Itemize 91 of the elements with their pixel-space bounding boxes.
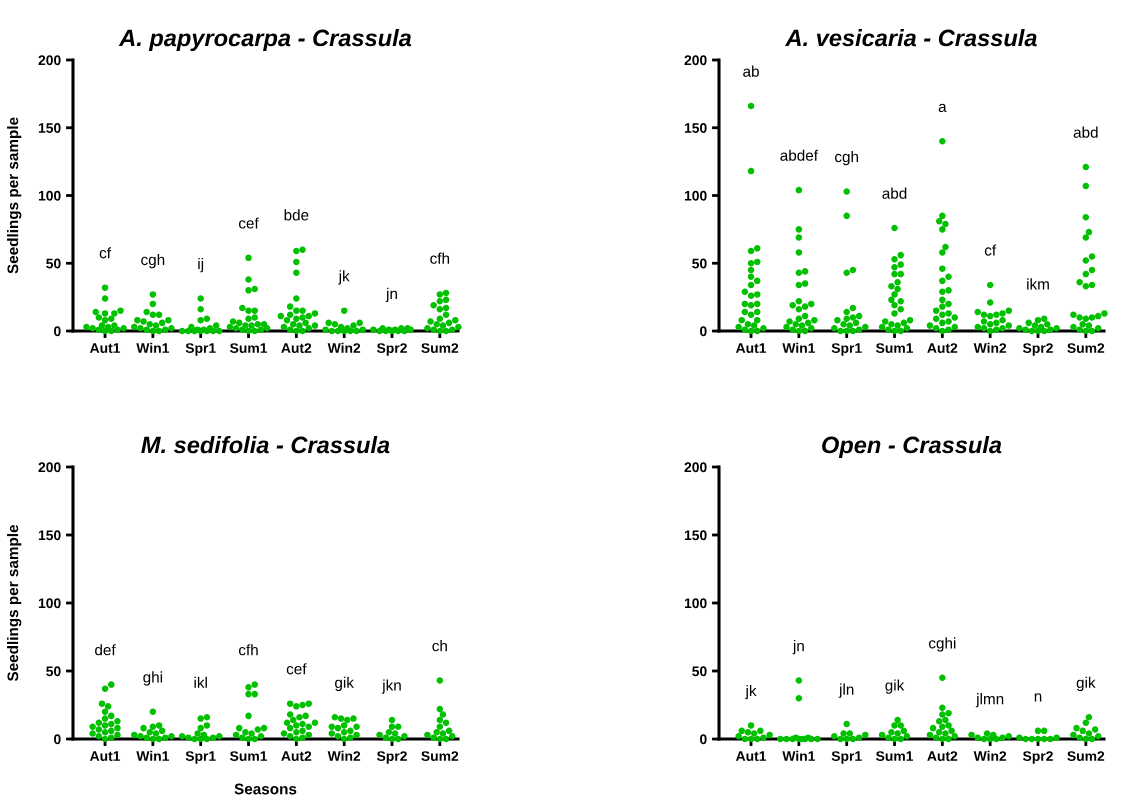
- x-tick-label: Aut2: [281, 751, 312, 762]
- x-tick-label: Win1: [136, 342, 170, 353]
- y-tick-label: 150: [38, 530, 61, 541]
- y-tick-label: 150: [684, 530, 707, 541]
- annotation: ikl: [194, 676, 207, 688]
- annotation: cgh: [141, 253, 165, 269]
- annotation: cfh: [238, 644, 258, 656]
- annotation: cghi: [928, 637, 956, 652]
- annotation: jkn: [381, 679, 401, 694]
- annotation: abd: [1073, 126, 1098, 138]
- x-tick-label: Aut1: [89, 343, 121, 354]
- annotation: abd: [882, 187, 907, 199]
- x-tick-label: Aut1: [89, 751, 121, 762]
- y-tick-label: 0: [700, 326, 707, 337]
- annotation: ghi: [143, 671, 163, 686]
- annotation: ab: [743, 65, 759, 77]
- y-tick-label: 200: [38, 462, 61, 473]
- y-tick-label: 200: [38, 55, 61, 66]
- y-tick-label: 50: [46, 258, 61, 269]
- y-tick-label: 0: [54, 326, 61, 337]
- annotation: gik: [1076, 676, 1096, 692]
- y-tick-label: 150: [684, 123, 707, 133]
- x-tick-label: Win1: [782, 342, 816, 353]
- annotation: a: [938, 103, 947, 113]
- y-tick-label: 200: [684, 55, 707, 66]
- x-tick-label: Win1: [136, 750, 170, 761]
- x-tick-label: Win2: [327, 342, 361, 353]
- annotation: gik: [885, 679, 905, 694]
- y-tick-label: 100: [684, 190, 707, 201]
- x-tick-label: Spr1: [185, 343, 216, 356]
- x-tick-label: Aut1: [735, 343, 767, 354]
- y-tick-label: 0: [700, 734, 707, 745]
- x-tick-label: Spr2: [1022, 751, 1053, 764]
- annotation: ikm: [1027, 278, 1049, 290]
- annotation: cef: [238, 217, 259, 229]
- x-tick-label: Spr2: [376, 751, 407, 764]
- annotation: jln: [838, 683, 854, 698]
- annotation: jk: [745, 684, 757, 700]
- chart-title: A. vesicaria - Crassula: [785, 29, 1037, 47]
- annotation: jlmn: [975, 693, 1004, 708]
- x-tick-label: Sum1: [876, 343, 914, 354]
- y-tick-label: 100: [38, 190, 61, 201]
- chart-title: A. papyrocarpa - Crassula: [118, 29, 412, 52]
- x-tick-label: Win2: [327, 750, 361, 761]
- x-axis-title: Seasons: [234, 783, 297, 795]
- annotation: cf: [99, 247, 112, 259]
- y-tick-label: 100: [684, 598, 707, 609]
- x-tick-label: Aut2: [281, 343, 312, 354]
- chart-title: M. sedifolia - Crassula: [141, 436, 390, 454]
- annotation: def: [95, 644, 116, 656]
- y-tick-label: 50: [692, 258, 707, 269]
- annotation: gik: [335, 676, 354, 692]
- x-tick-label: Spr2: [1022, 343, 1053, 356]
- y-tick-label: 0: [54, 734, 61, 745]
- x-tick-label: Sum2: [1067, 343, 1105, 354]
- annotation: cef: [286, 663, 307, 675]
- annotation: jn: [792, 640, 804, 655]
- annotation: cf: [984, 244, 997, 256]
- x-tick-label: Sum1: [230, 343, 268, 354]
- x-tick-label: Spr1: [185, 751, 216, 764]
- y-tick-label: 50: [692, 666, 707, 677]
- x-tick-label: Sum2: [421, 343, 459, 354]
- x-tick-label: Aut2: [927, 343, 958, 354]
- y-tick-label: 50: [46, 666, 61, 677]
- x-tick-label: Win2: [973, 750, 1007, 761]
- annotation: ch: [432, 640, 447, 652]
- x-tick-label: Win2: [973, 342, 1007, 353]
- y-tick-label: 100: [38, 598, 61, 609]
- x-tick-label: Spr1: [831, 751, 862, 764]
- annotation: cfh: [430, 252, 450, 264]
- annotation: bde: [284, 209, 309, 221]
- x-tick-label: Spr2: [376, 343, 407, 356]
- x-tick-label: Sum1: [230, 751, 268, 762]
- y-tick-label: 150: [38, 123, 61, 133]
- annotation: jn: [385, 287, 397, 303]
- chart-title: Open - Crassula: [822, 436, 1002, 459]
- annotation: ij: [198, 258, 204, 273]
- x-tick-label: Aut2: [927, 751, 958, 762]
- annotation: jk: [338, 270, 350, 285]
- x-tick-label: Sum2: [1067, 751, 1105, 762]
- annotation: cgh: [835, 150, 859, 166]
- annotation: abdef: [780, 149, 819, 161]
- x-tick-label: Win1: [782, 750, 816, 761]
- x-tick-label: Aut1: [735, 751, 767, 762]
- x-tick-label: Sum1: [876, 751, 914, 762]
- x-tick-label: Sum2: [421, 751, 459, 762]
- y-axis-title: Seedlings per sample: [7, 117, 22, 274]
- y-axis-title: Seedlings per sample: [7, 524, 22, 682]
- x-tick-label: Spr1: [831, 343, 862, 356]
- annotation: n: [1034, 693, 1042, 702]
- y-tick-label: 200: [684, 462, 707, 473]
